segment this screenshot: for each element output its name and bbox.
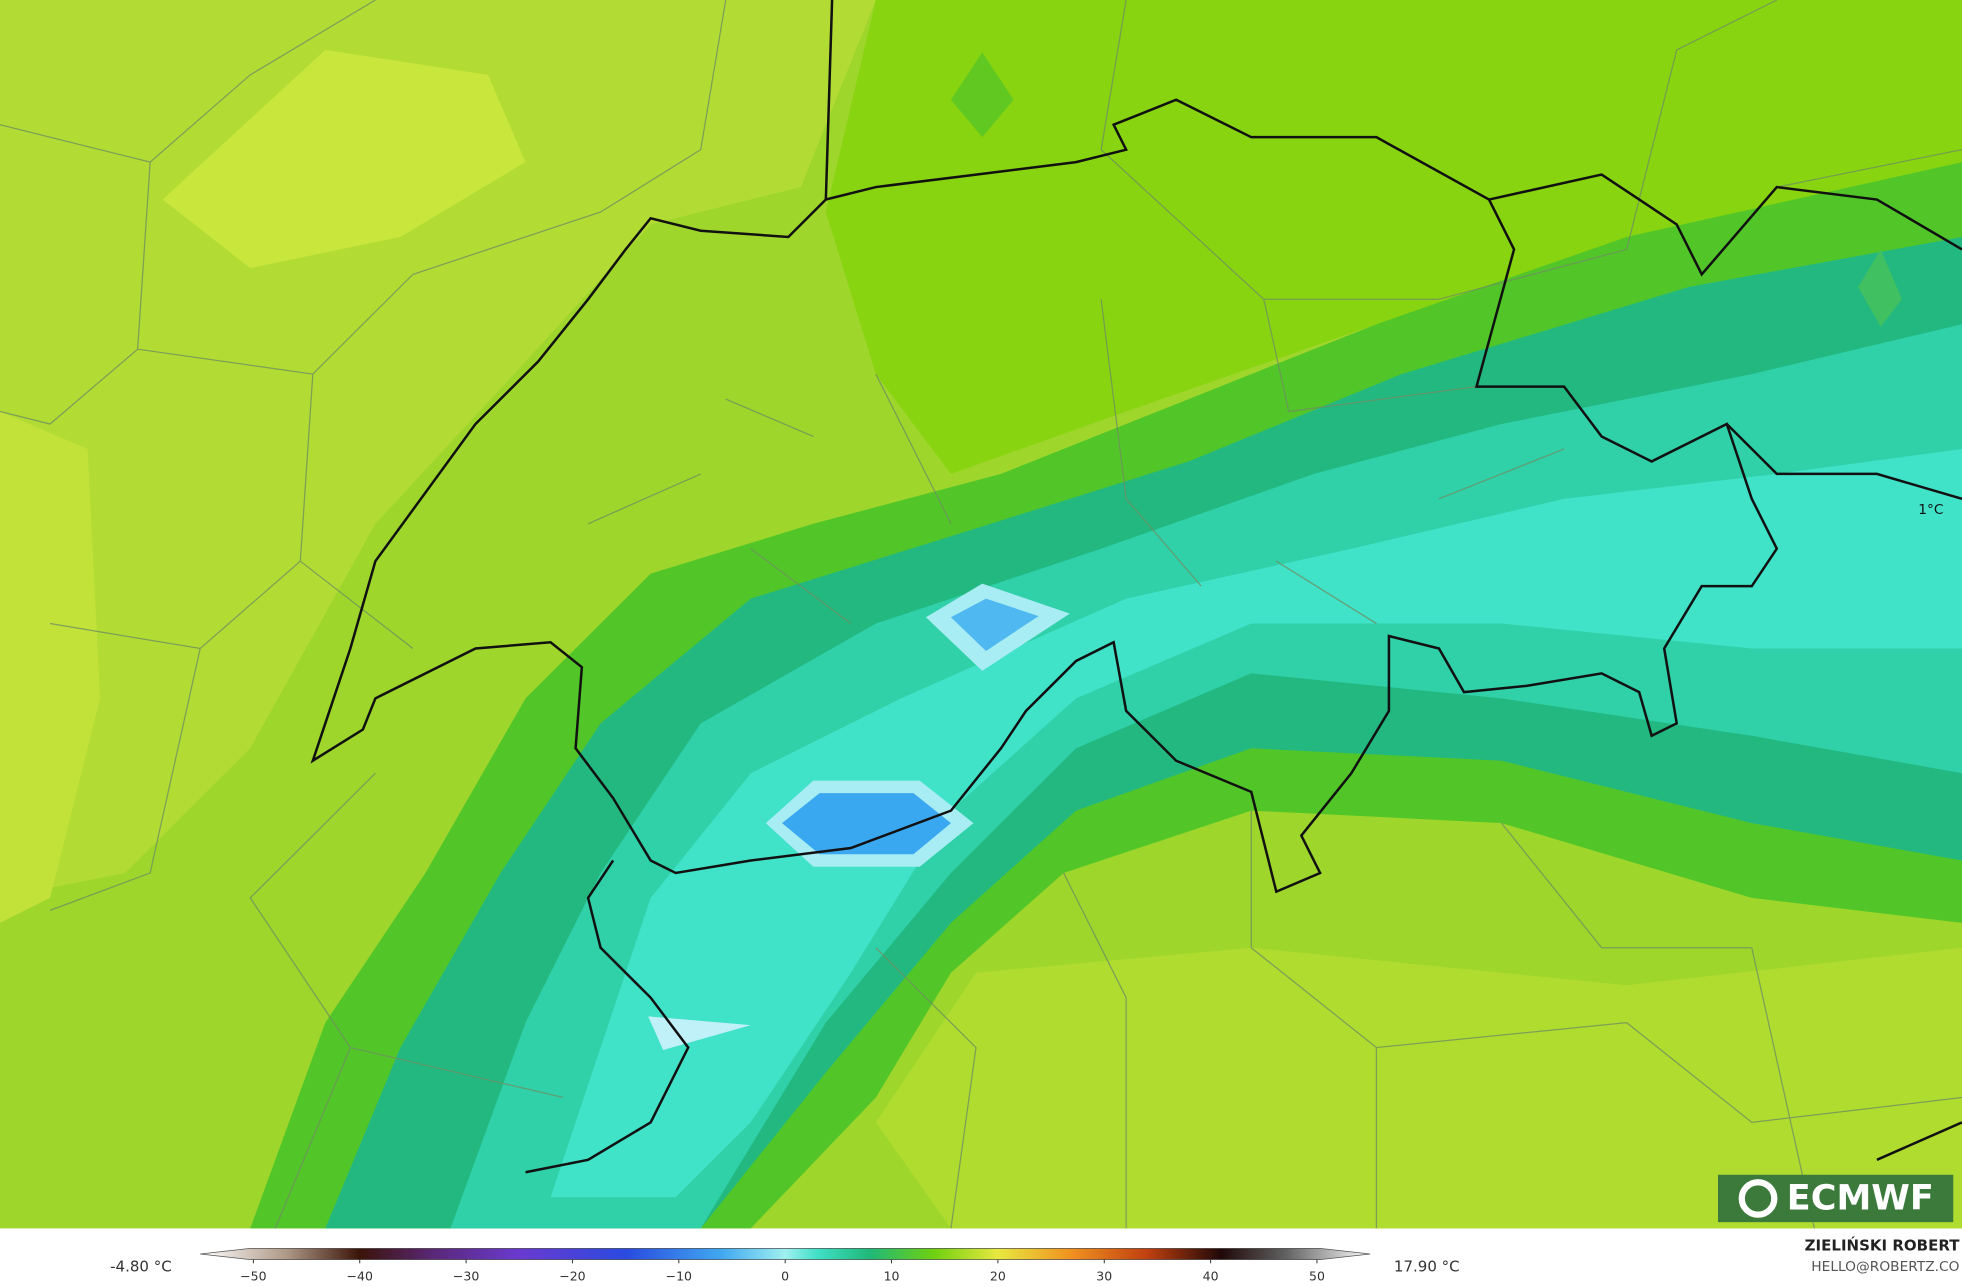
logo-icon — [1738, 1179, 1778, 1218]
credit-contact: HELLO@ROBERTZ.CO — [1811, 1259, 1959, 1275]
colorbar-tick-label: 40 — [1203, 1269, 1219, 1284]
colorbar-tick-label: −50 — [240, 1269, 266, 1284]
contour-region — [950, 52, 1014, 138]
max-label: 17.90 °C — [1394, 1258, 1460, 1276]
logo-text: ECMWF — [1787, 1179, 1934, 1219]
colorbar-tick-label: 0 — [781, 1269, 789, 1284]
contour-region — [875, 947, 1962, 1229]
contour-region — [648, 1016, 751, 1051]
colorbar-tick-label: −40 — [347, 1269, 373, 1284]
contour-region — [1858, 249, 1902, 327]
contour-region — [950, 598, 1039, 651]
min-label: -4.80 °C — [110, 1258, 172, 1276]
colorbar-tick-label: −10 — [666, 1269, 692, 1284]
colorbar-tick-label: 20 — [990, 1269, 1006, 1284]
colorbar-bar — [200, 1247, 1371, 1260]
colorbar-tick-label: 10 — [884, 1269, 900, 1284]
colorbar-tick-label: −30 — [453, 1269, 479, 1284]
contour-region — [782, 793, 951, 855]
colorbar-tick-label: 50 — [1309, 1269, 1325, 1284]
map: 1°C ECMWF — [0, 0, 1962, 1229]
colorbar-tick-label: −20 — [559, 1269, 585, 1284]
contour-region — [0, 411, 101, 923]
credit-author: ZIELIŃSKI ROBERT — [1805, 1235, 1961, 1254]
map-annotation: 1°C — [1918, 502, 1943, 518]
colorbar: -4.80 °C 17.90 °C ZIELIŃSKI ROBERT HELLO… — [110, 1235, 1960, 1283]
contour-region — [162, 49, 526, 269]
colorbar-tick-label: 30 — [1096, 1269, 1112, 1284]
contour-region — [825, 0, 1962, 474]
